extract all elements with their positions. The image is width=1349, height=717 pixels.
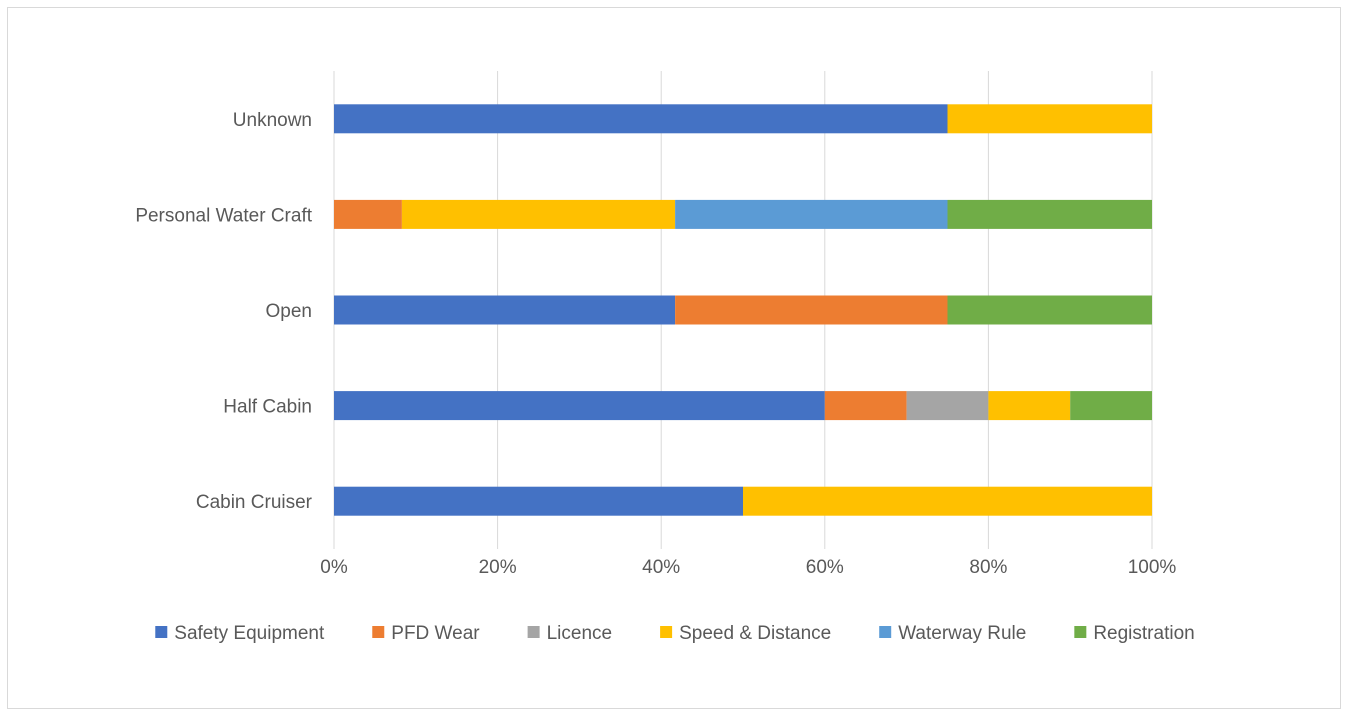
legend-swatch [1074, 626, 1087, 638]
legend-item-safety-equipment: Safety Equipment [155, 623, 325, 644]
bar-licence-half-cabin [906, 391, 989, 421]
bar-registration-personal-water-craft [947, 199, 1152, 229]
legend-item-licence: Licence [527, 623, 613, 644]
bar-waterway-rule-personal-water-craft [675, 199, 948, 229]
bar-safety-equipment-half-cabin [334, 391, 825, 421]
legend-item-waterway-rule: Waterway Rule [879, 623, 1026, 644]
bar-speed-and-distance-personal-water-craft [401, 199, 676, 229]
bar-registration-half-cabin [1070, 391, 1152, 421]
bar-safety-equipment-open [334, 295, 676, 325]
bar-speed-and-distance-cabin-cruiser [743, 486, 1152, 516]
x-tick-label: 100% [1128, 557, 1177, 578]
legend-label: Safety Equipment [174, 623, 325, 644]
category-label: Open [266, 301, 312, 322]
legend: Safety Equipment PFD Wear Licence Speed & D… [155, 623, 1195, 644]
y-axis: Cabin Cruiser Half Cabin Open Personal Wate… [135, 110, 312, 513]
bar-pfd-wear-personal-water-craft [334, 199, 402, 229]
category-label: Personal Water Craft [135, 205, 312, 226]
legend-swatch [527, 626, 540, 638]
bar-registration-open [947, 295, 1152, 325]
legend-label: Speed & Distance [679, 623, 831, 644]
legend-item-pfd-wear: PFD Wear [372, 623, 480, 644]
bar-chart: 0% 20% 40% 60% 80% 100% Cabin Cruiser Half Cab… [135, 71, 1195, 644]
bar-speed-and-distance-half-cabin [988, 391, 1071, 421]
category-label: Unknown [233, 110, 312, 131]
bar-safety-equipment-cabin-cruiser [334, 486, 743, 516]
bar-speed-and-distance-unknown [947, 104, 1152, 134]
bar-safety-equipment-unknown [334, 104, 948, 134]
legend-label: Licence [547, 623, 613, 644]
x-tick-label: 80% [969, 557, 1007, 578]
legend-label: Registration [1093, 623, 1194, 644]
category-label: Half Cabin [223, 397, 312, 418]
bar-pfd-wear-open [675, 295, 948, 325]
chart-area: 0% 20% 40% 60% 80% 100% Cabin Cruiser Half Cab… [7, 7, 1341, 709]
legend-item-speed-and-distance: Speed & Distance [660, 623, 831, 644]
x-tick-label: 60% [806, 557, 844, 578]
bars [334, 104, 1152, 516]
x-tick-label: 0% [320, 557, 348, 578]
bar-pfd-wear-half-cabin [824, 391, 907, 421]
legend-swatch [155, 626, 168, 638]
x-tick-label: 40% [642, 557, 680, 578]
category-label: Cabin Cruiser [196, 492, 313, 513]
x-tick-label: 20% [479, 557, 517, 578]
x-axis: 0% 20% 40% 60% 80% 100% [320, 557, 1176, 578]
legend-item-registration: Registration [1074, 623, 1195, 644]
legend-label: PFD Wear [391, 623, 480, 644]
legend-label: Waterway Rule [898, 623, 1026, 644]
legend-swatch [879, 626, 892, 638]
legend-swatch [372, 626, 385, 638]
legend-swatch [660, 626, 673, 638]
